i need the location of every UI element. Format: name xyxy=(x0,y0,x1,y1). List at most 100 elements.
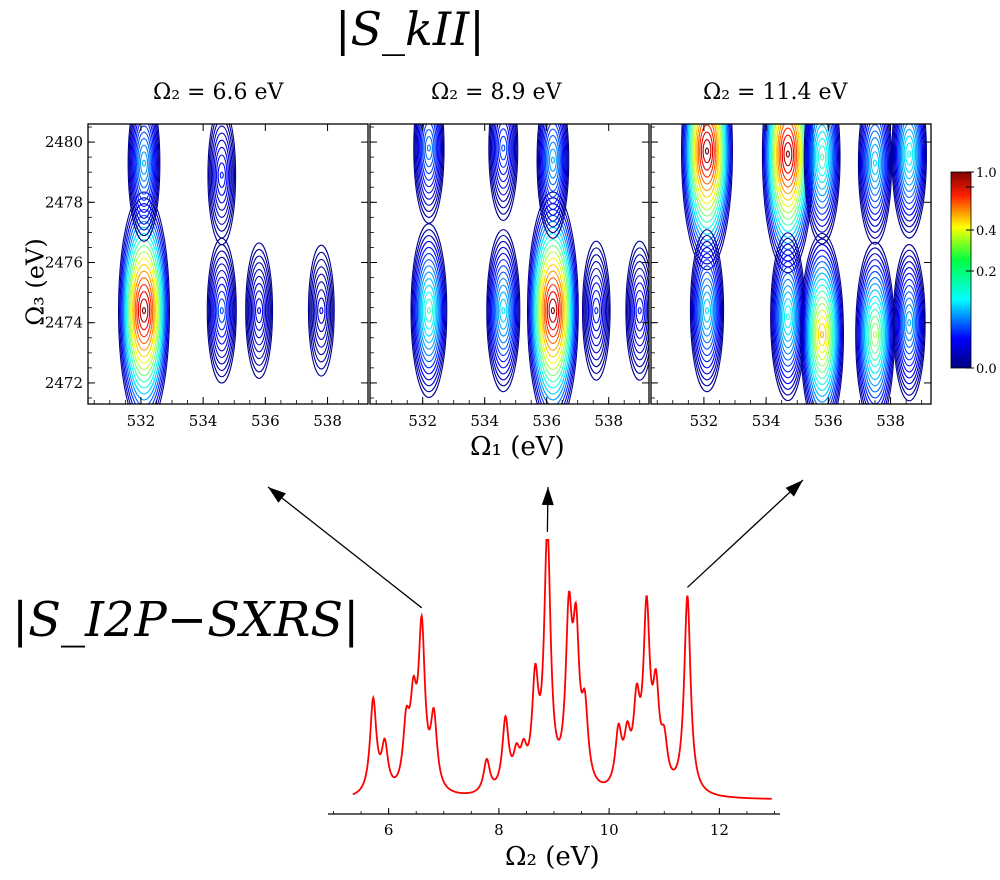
top-title: |S_kII| xyxy=(335,2,485,56)
contour-line xyxy=(780,127,796,181)
contour-line xyxy=(209,124,234,232)
contour-line xyxy=(682,124,732,265)
contour-line xyxy=(540,264,565,358)
contour-line xyxy=(690,234,724,387)
contour-line xyxy=(772,124,804,220)
contour-line xyxy=(808,278,836,391)
contour-line xyxy=(897,272,921,373)
contour-line xyxy=(699,284,715,337)
contour-line xyxy=(141,307,147,315)
arrow-1 xyxy=(267,486,423,609)
contour-peak xyxy=(307,244,335,377)
contour-line xyxy=(780,291,795,342)
contour-line xyxy=(211,263,233,359)
y-tick-label: 2472 xyxy=(45,374,83,392)
contour-line xyxy=(315,289,328,333)
contour-line xyxy=(424,136,433,160)
contour-peak xyxy=(803,124,841,245)
contour-line xyxy=(866,130,884,196)
contour-line xyxy=(808,124,836,215)
contour-line xyxy=(785,150,790,158)
contour-line xyxy=(252,283,267,339)
contour-line xyxy=(207,124,237,246)
contour-line xyxy=(806,266,838,403)
contour-line xyxy=(125,232,163,389)
contour-line xyxy=(126,238,162,383)
contour-line xyxy=(863,124,887,215)
contour-line xyxy=(700,131,714,171)
contour-line xyxy=(807,124,837,221)
contour-line xyxy=(691,124,723,217)
contour-line xyxy=(702,138,712,164)
contour-line xyxy=(905,142,914,166)
contour-line xyxy=(312,273,330,348)
contour-line xyxy=(548,148,557,172)
contour-line xyxy=(862,124,888,221)
contour-line xyxy=(903,304,915,342)
contour-line xyxy=(696,124,718,192)
contour-peak xyxy=(857,124,893,245)
contour-peak xyxy=(245,242,274,379)
arrow-3 xyxy=(686,479,804,588)
contour-line xyxy=(311,266,332,356)
contour-line xyxy=(699,124,715,178)
contour-line xyxy=(122,214,166,404)
contour-peak xyxy=(800,232,845,404)
contour-line xyxy=(247,255,271,366)
contour-line xyxy=(141,159,147,167)
contour-line xyxy=(860,271,890,399)
contour-line xyxy=(803,124,841,245)
contour-peak xyxy=(410,223,448,399)
contour-line xyxy=(809,284,835,386)
contour-line xyxy=(250,275,268,346)
contour-line xyxy=(626,247,649,374)
contour-line xyxy=(130,124,158,225)
contour-line xyxy=(632,282,647,339)
contour-line xyxy=(898,278,920,367)
contour-line xyxy=(423,291,435,330)
contour-line xyxy=(782,298,794,336)
x-tick-label: 538 xyxy=(594,412,623,430)
contour-line xyxy=(898,124,920,198)
contour-line xyxy=(895,124,923,216)
contour-line xyxy=(858,259,892,404)
colorbar: 1.0 0.4 0.2 0.0 xyxy=(950,166,997,377)
contour-line xyxy=(773,124,803,214)
contour-line xyxy=(246,248,272,373)
x-axis-label-omega1: Ω₁ (eV) xyxy=(470,432,565,462)
contour-line xyxy=(800,232,845,404)
contour-line xyxy=(902,297,917,348)
contour-line xyxy=(704,307,710,315)
contour-line xyxy=(134,125,154,201)
contour-line xyxy=(213,276,231,345)
contour-peak xyxy=(892,244,926,402)
contour-line xyxy=(128,124,160,237)
contour-line xyxy=(414,246,444,375)
contour-line xyxy=(134,277,154,345)
contour-line xyxy=(216,290,228,331)
contour-line xyxy=(546,134,560,186)
contour-line xyxy=(781,134,795,174)
colorbar-tick-label: 0.2 xyxy=(976,265,997,280)
arrow-line xyxy=(267,486,423,609)
x-tick-label: 532 xyxy=(690,412,719,430)
contour-line xyxy=(820,331,825,339)
x-tick-label: 534 xyxy=(470,412,499,430)
contour-line xyxy=(544,128,561,192)
contour-line xyxy=(628,260,649,361)
contour-line xyxy=(413,240,445,381)
contour-line xyxy=(688,124,726,229)
contour-line xyxy=(775,260,801,373)
x-tick-label: 534 xyxy=(189,412,218,430)
contour-line xyxy=(120,203,168,404)
contour-line xyxy=(589,282,604,339)
contour-line xyxy=(783,305,792,329)
contour-panel-2: 532 534 536 538 xyxy=(369,123,650,430)
x-tick-label: 538 xyxy=(313,412,342,430)
contour-line xyxy=(124,226,164,395)
contour-line xyxy=(903,135,915,173)
colorbar-tick-label: 1.0 xyxy=(976,166,997,181)
contour-line xyxy=(816,138,828,177)
contour-line xyxy=(867,137,883,190)
